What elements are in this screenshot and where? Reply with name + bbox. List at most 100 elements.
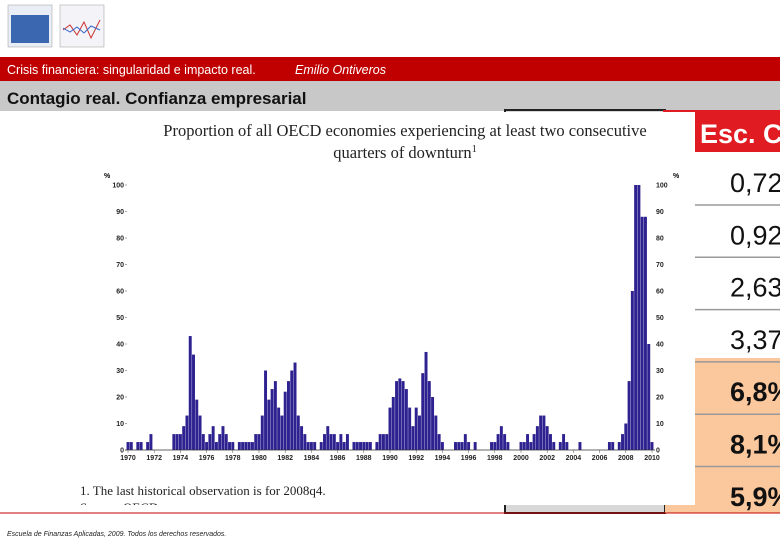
bar xyxy=(342,442,346,450)
bar xyxy=(250,442,254,450)
bar xyxy=(624,423,628,450)
bar xyxy=(241,442,245,450)
bar xyxy=(522,442,526,450)
y-tick-label: 60 xyxy=(116,289,124,296)
bar xyxy=(188,336,192,450)
bar xyxy=(277,407,281,450)
bar xyxy=(535,426,539,450)
bar xyxy=(306,442,310,450)
bar xyxy=(424,351,428,450)
table-value: 8,1% xyxy=(730,430,780,460)
bar xyxy=(437,434,441,450)
bar xyxy=(457,442,461,450)
x-tick-label: 1980 xyxy=(251,455,267,462)
bar xyxy=(650,442,654,450)
bar xyxy=(205,442,209,450)
bar xyxy=(172,434,176,450)
bar xyxy=(607,442,611,450)
bar xyxy=(182,426,186,450)
bar xyxy=(565,442,569,450)
bar xyxy=(519,442,523,450)
y-tick-label-right: 70 xyxy=(656,262,664,269)
y-tick-label: 0 xyxy=(120,448,124,455)
bar xyxy=(336,442,340,450)
source-clip: Source: OECD xyxy=(80,500,158,515)
bar xyxy=(345,434,349,450)
table-value: 0,72% xyxy=(730,168,780,198)
bar xyxy=(326,426,330,450)
y-tick-label-right: 60 xyxy=(656,289,664,296)
x-tick-label: 1994 xyxy=(435,455,451,462)
author: Emilio Ontiveros xyxy=(295,63,386,77)
x-tick-label: 1988 xyxy=(356,455,372,462)
bar xyxy=(309,442,313,450)
bar xyxy=(611,442,615,450)
x-tick-label: 2006 xyxy=(592,455,608,462)
bar xyxy=(578,442,582,450)
bar xyxy=(385,434,389,450)
header: Crisis financiera: singularidad e impact… xyxy=(7,63,256,77)
x-tick-label: 1970 xyxy=(120,455,136,462)
bar xyxy=(411,426,415,450)
bar xyxy=(221,426,225,450)
x-tick-label: 1996 xyxy=(461,455,477,462)
bar xyxy=(404,389,408,450)
chart-title: Proportion of all OECD economies experie… xyxy=(163,121,646,140)
bar xyxy=(211,426,215,450)
bar xyxy=(208,434,212,450)
bar xyxy=(493,442,497,450)
chart-title: quarters of downturn1 xyxy=(333,143,476,162)
table-header: Esc. Ce xyxy=(700,119,780,149)
bar xyxy=(388,407,392,450)
footnote: 1. The last historical observation is fo… xyxy=(80,483,326,498)
bar xyxy=(323,434,326,450)
bar xyxy=(218,434,222,450)
table-value: 2,63% xyxy=(730,273,780,303)
y-tick-label: 50 xyxy=(116,315,124,322)
bar xyxy=(398,378,402,450)
bar xyxy=(545,426,549,450)
title-note: 1 xyxy=(472,144,477,155)
subtitle-bar xyxy=(0,81,780,111)
bar xyxy=(290,370,294,450)
bar xyxy=(244,442,248,450)
x-tick-label: 1974 xyxy=(173,455,189,462)
bar xyxy=(552,442,556,450)
bar xyxy=(643,216,647,450)
bar xyxy=(273,381,277,450)
bar xyxy=(558,442,562,450)
bar xyxy=(454,442,457,450)
bar xyxy=(185,415,189,450)
header-bar xyxy=(0,57,780,81)
bar xyxy=(329,434,333,450)
bar xyxy=(381,434,385,450)
y-unit: % xyxy=(673,173,680,180)
x-tick-label: 1978 xyxy=(225,455,241,462)
bar xyxy=(175,434,179,450)
y-tick-label-right: 40 xyxy=(656,342,664,349)
bar xyxy=(463,434,467,450)
bar xyxy=(499,426,503,450)
bar xyxy=(467,442,471,450)
bar xyxy=(129,442,133,450)
y-tick-label: 70 xyxy=(116,262,124,269)
y-tick-label-right: 50 xyxy=(656,315,664,322)
bar xyxy=(293,362,297,450)
bar xyxy=(237,442,241,450)
bar xyxy=(195,399,199,450)
bar xyxy=(506,442,510,450)
bar xyxy=(621,434,624,450)
table-value: 6,8% xyxy=(730,377,780,407)
bar xyxy=(126,442,130,450)
bar xyxy=(414,407,418,450)
source: Source: OECD xyxy=(80,500,158,515)
subtitle: Contagio real. Confianza empresarial xyxy=(7,89,306,108)
bar xyxy=(539,415,543,450)
bar xyxy=(224,434,228,450)
x-tick-label: 2000 xyxy=(513,455,529,462)
y-tick-label: 40 xyxy=(116,342,124,349)
bar xyxy=(421,373,425,450)
table-value: 0,92% xyxy=(730,220,780,250)
bar xyxy=(440,442,444,450)
